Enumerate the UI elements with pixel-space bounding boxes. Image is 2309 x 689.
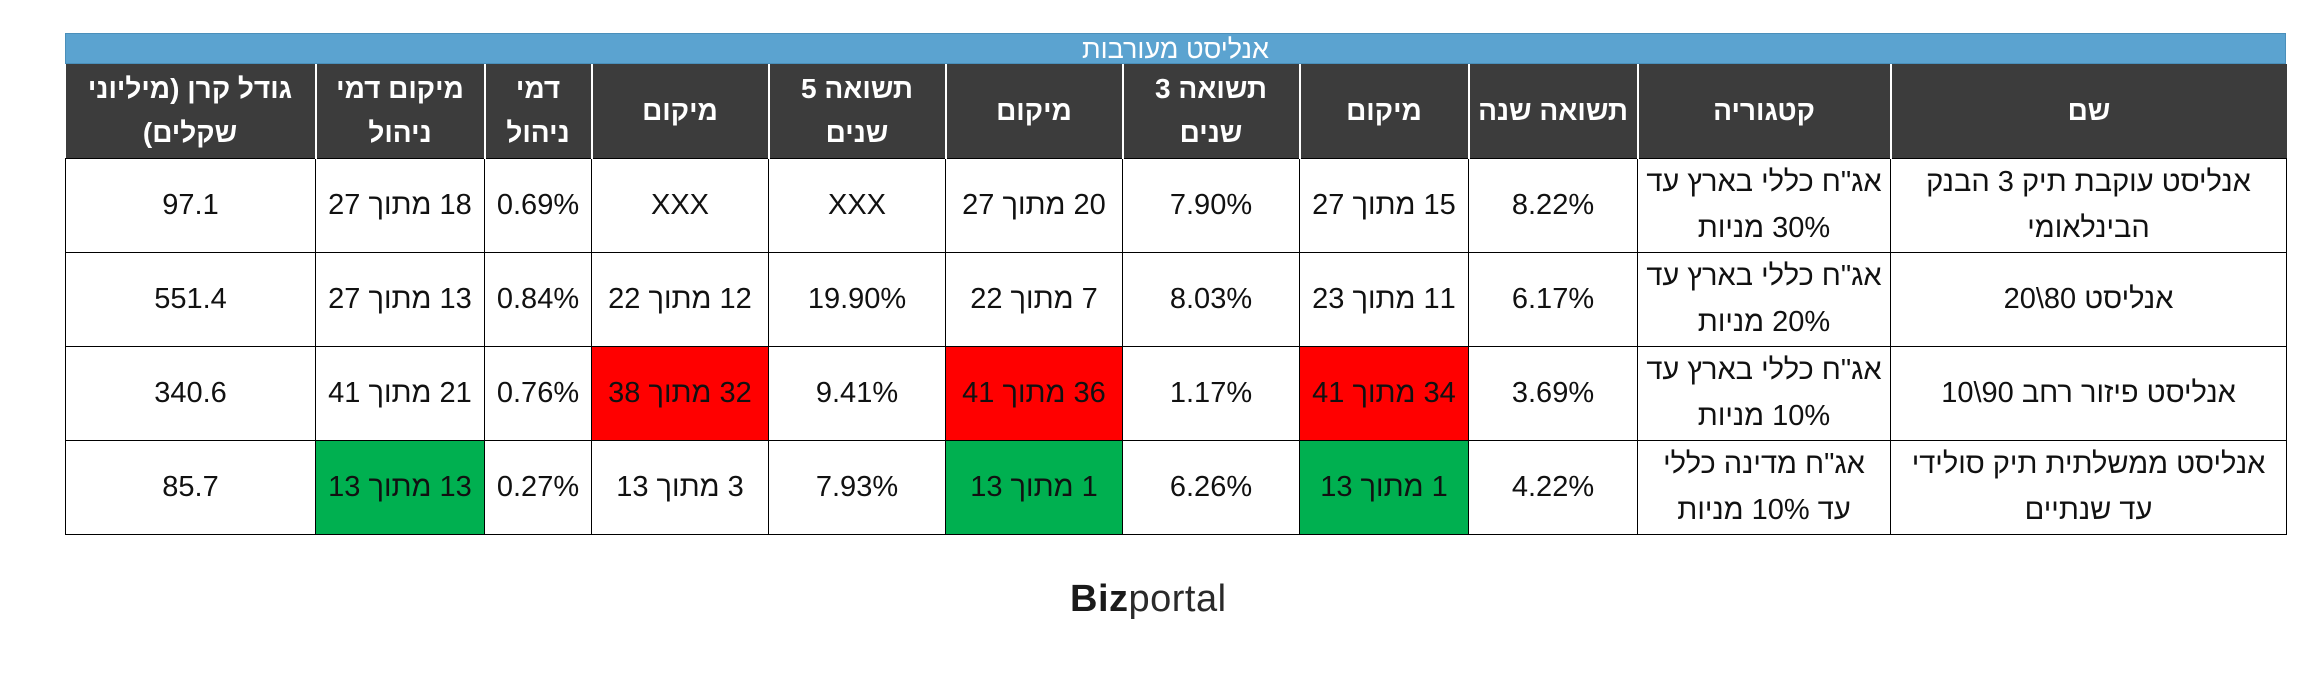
- cell-return-3y: 6.26%: [1122, 439, 1300, 535]
- cell-return-5y: 9.41%: [768, 345, 946, 441]
- cell-rank-3y: 7 מתוך 22: [945, 251, 1123, 347]
- col-header-fee-rank: מיקום דמי ניהול: [314, 64, 485, 158]
- fund-comparison-table-container: אנליסט מעורבות שם קטגוריה תשואה שנה מיקו…: [65, 33, 2287, 535]
- cell-fund-size: 551.4: [65, 251, 316, 347]
- cell-rank-1y: 15 מתוך 27: [1299, 157, 1469, 253]
- bizportal-logo: Bizportal: [1070, 578, 1227, 621]
- cell-name: אנליסט עוקבת תיק 3 הבנק הבינלאומי: [1890, 157, 2287, 253]
- table-row: אנליסט 80\20 אג"ח כללי בארץ עד 20% מניות…: [65, 251, 2287, 347]
- cell-category: אג"ח מדינה כללי עד 10% מניות: [1637, 439, 1891, 535]
- col-header-rank-5y: מיקום: [590, 64, 769, 158]
- cell-fee: 0.84%: [484, 251, 592, 347]
- cell-return-3y: 1.17%: [1122, 345, 1300, 441]
- table-row: אנליסט עוקבת תיק 3 הבנק הבינלאומי אג"ח כ…: [65, 157, 2287, 253]
- cell-return-5y: XXX: [768, 157, 946, 253]
- cell-fee: 0.27%: [484, 439, 592, 535]
- cell-fund-size: 97.1: [65, 157, 316, 253]
- cell-name: אנליסט ממשלתית תיק סולידי עד שנתיים: [1890, 439, 2287, 535]
- table-row: אנליסט פיזור רחב 90\10 אג"ח כללי בארץ עד…: [65, 345, 2287, 441]
- cell-return-1y: 4.22%: [1468, 439, 1638, 535]
- cell-fund-size: 340.6: [65, 345, 316, 441]
- cell-rank-3y-highlight-red: 36 מתוך 41: [945, 345, 1123, 441]
- cell-fee-rank: 21 מתוך 41: [315, 345, 485, 441]
- cell-name: אנליסט 80\20: [1890, 251, 2287, 347]
- col-header-return-3y: תשואה 3 שנים: [1121, 64, 1300, 158]
- cell-fee-rank: 18 מתוך 27: [315, 157, 485, 253]
- cell-rank-5y: XXX: [591, 157, 769, 253]
- cell-rank-5y-highlight-red: 32 מתוך 38: [591, 345, 769, 441]
- col-header-return-1y: תשואה שנה: [1467, 64, 1638, 158]
- cell-return-1y: 6.17%: [1468, 251, 1638, 347]
- col-header-rank-3y: מיקום: [944, 64, 1123, 158]
- cell-rank-5y: 12 מתוך 22: [591, 251, 769, 347]
- cell-return-1y: 3.69%: [1468, 345, 1638, 441]
- cell-fee: 0.69%: [484, 157, 592, 253]
- fund-comparison-table: שם קטגוריה תשואה שנה מיקום תשואה 3 שנים …: [65, 64, 2287, 535]
- table-row: אנליסט ממשלתית תיק סולידי עד שנתיים אג"ח…: [65, 439, 2287, 535]
- cell-rank-1y-highlight-red: 34 מתוך 41: [1299, 345, 1469, 441]
- cell-category: אג"ח כללי בארץ עד 20% מניות: [1637, 251, 1891, 347]
- header-row: שם קטגוריה תשואה שנה מיקום תשואה 3 שנים …: [65, 64, 2287, 158]
- cell-rank-5y: 3 מתוך 13: [591, 439, 769, 535]
- cell-rank-3y-highlight-green: 1 מתוך 13: [945, 439, 1123, 535]
- cell-fee-rank: 13 מתוך 27: [315, 251, 485, 347]
- logo-bold-part: Biz: [1070, 578, 1129, 620]
- cell-return-3y: 7.90%: [1122, 157, 1300, 253]
- col-header-return-5y: תשואה 5 שנים: [767, 64, 946, 158]
- cell-category: אג"ח כללי בארץ עד 30% מניות: [1637, 157, 1891, 253]
- cell-fund-size: 85.7: [65, 439, 316, 535]
- table-title: אנליסט מעורבות: [65, 33, 2286, 64]
- cell-rank-1y: 11 מתוך 23: [1299, 251, 1469, 347]
- cell-name: אנליסט פיזור רחב 90\10: [1890, 345, 2287, 441]
- cell-rank-1y-highlight-green: 1 מתוך 13: [1299, 439, 1469, 535]
- col-header-category: קטגוריה: [1636, 64, 1891, 158]
- cell-return-1y: 8.22%: [1468, 157, 1638, 253]
- logo-light-part: portal: [1128, 578, 1227, 620]
- cell-rank-3y: 20 מתוך 27: [945, 157, 1123, 253]
- col-header-name: שם: [1889, 64, 2287, 158]
- cell-category: אג"ח כללי בארץ עד 10% מניות: [1637, 345, 1891, 441]
- col-header-fee: דמי ניהול: [483, 64, 592, 158]
- cell-return-5y: 7.93%: [768, 439, 946, 535]
- col-header-rank-1y: מיקום: [1298, 64, 1469, 158]
- cell-fee: 0.76%: [484, 345, 592, 441]
- cell-return-3y: 8.03%: [1122, 251, 1300, 347]
- cell-return-5y: 19.90%: [768, 251, 946, 347]
- col-header-fund-size: גודל קרן (מיליוני שקלים): [65, 64, 316, 158]
- cell-fee-rank-highlight-green: 13 מתוך 13: [315, 439, 485, 535]
